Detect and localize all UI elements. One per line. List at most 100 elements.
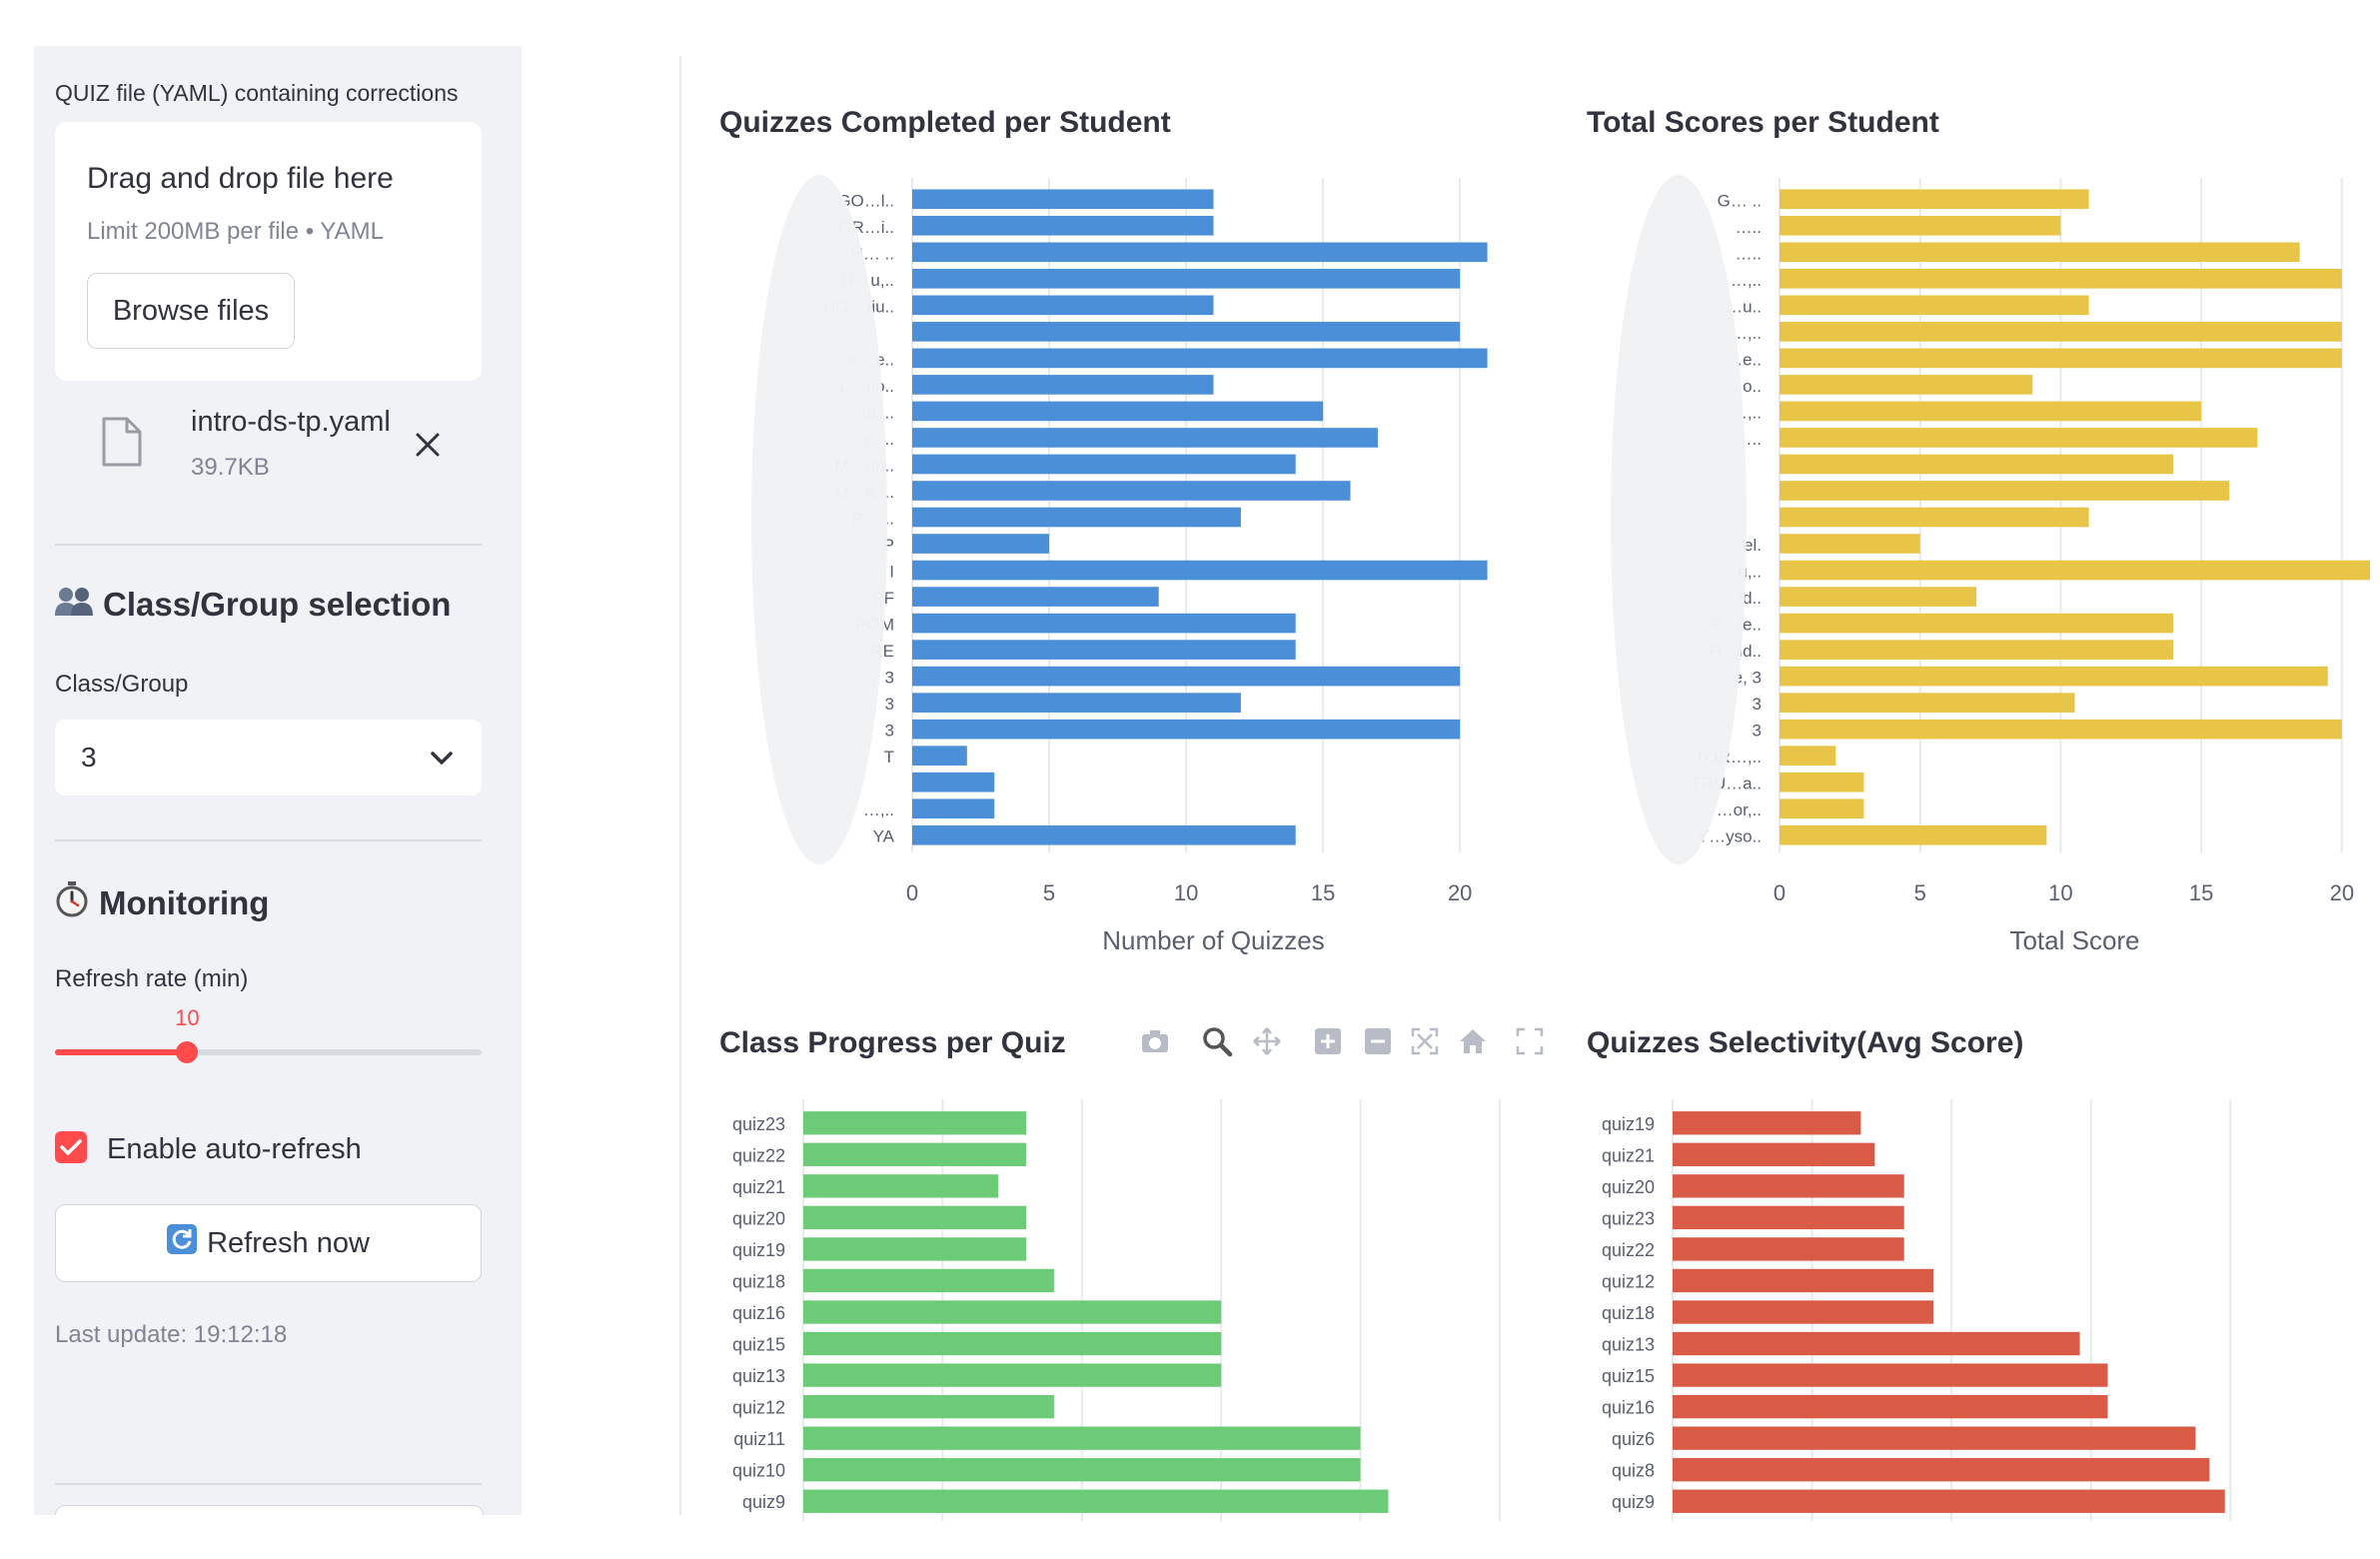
zoom-in-icon[interactable] xyxy=(1312,1025,1344,1062)
chart-title-selectivity: Quizzes Selectivity(Avg Score) xyxy=(1587,1026,2024,1059)
category-label: quiz22 xyxy=(732,1145,785,1165)
bar xyxy=(1780,746,1836,766)
slider-value: 10 xyxy=(175,1005,200,1030)
category-label: quiz10 xyxy=(732,1461,785,1481)
chart-title-scores: Total Scores per Student xyxy=(1587,106,1939,139)
name-blur-mask xyxy=(751,175,887,864)
bar xyxy=(803,1205,1027,1230)
bar xyxy=(1780,613,2173,634)
x-tick-label: 15 xyxy=(1311,880,1335,905)
slider-fill xyxy=(55,1049,188,1055)
bar xyxy=(912,295,1214,316)
category-label: quiz16 xyxy=(1602,1398,1655,1418)
category-label: quiz9 xyxy=(1612,1492,1655,1512)
dropzone-title: Drag and drop file here xyxy=(87,162,394,195)
category-label: quiz16 xyxy=(732,1303,785,1323)
category-label: ….. xyxy=(1736,218,1762,237)
category-label: quiz19 xyxy=(732,1240,785,1260)
monitoring-heading: Monitoring xyxy=(55,881,269,925)
bar xyxy=(1673,1489,2225,1513)
refresh-rate-label: Refresh rate (min) xyxy=(55,965,249,992)
file-dropzone[interactable]: Drag and drop file here Limit 200MB per … xyxy=(55,122,482,381)
category-label: quiz23 xyxy=(1602,1208,1655,1228)
x-tick-label: 15 xyxy=(2189,880,2213,905)
category-label: quiz12 xyxy=(1602,1271,1655,1291)
pan-icon[interactable] xyxy=(1251,1025,1283,1062)
bar xyxy=(1673,1111,1861,1135)
refresh-now-button[interactable]: Refresh now xyxy=(55,1204,482,1282)
bar xyxy=(1673,1237,1904,1261)
category-label: quiz18 xyxy=(732,1271,785,1291)
stopwatch-icon xyxy=(55,881,89,925)
bar xyxy=(912,719,1461,740)
camera-icon[interactable] xyxy=(1139,1025,1171,1062)
category-label: quiz21 xyxy=(732,1177,785,1197)
autoscale-icon[interactable] xyxy=(1409,1025,1441,1062)
chart-selectivity: quiz19 quiz21 quiz20 quiz23 quiz22 quiz12 quiz… xyxy=(1602,1099,2232,1521)
bar xyxy=(1780,189,2089,210)
sidebar-divider xyxy=(55,839,482,841)
bar xyxy=(912,534,1050,554)
class-group-select[interactable]: 3 xyxy=(55,720,482,795)
uploaded-file-name: intro-ds-tp.yaml xyxy=(191,406,391,438)
bar xyxy=(912,613,1296,634)
bar xyxy=(1673,1458,2210,1482)
category-label: quiz21 xyxy=(1602,1145,1655,1165)
chart-progress: quiz23 quiz22 quiz21 quiz20 quiz19 quiz18 quiz… xyxy=(732,1099,1501,1521)
category-label: …or,.. xyxy=(1717,800,1762,819)
bar xyxy=(912,824,1296,845)
class-group-heading-text: Class/Group selection xyxy=(103,586,452,623)
refresh-rate-slider[interactable]: 10 xyxy=(55,1005,482,1085)
chart-scores: G… ..…..…..…,..…u..…,..…e..…o..…,..…..…e… xyxy=(1611,175,2370,955)
x-tick-label: 5 xyxy=(1914,880,1926,905)
category-label: G… .. xyxy=(1718,191,1762,210)
bar xyxy=(912,746,967,766)
bar xyxy=(912,507,1241,528)
fullscreen-icon[interactable] xyxy=(1514,1025,1546,1062)
category-label: 3 xyxy=(885,722,894,741)
slider-thumb[interactable] xyxy=(176,1041,199,1063)
sidebar-divider xyxy=(55,544,482,546)
bar xyxy=(803,1458,1361,1482)
class-group-heading: Class/Group selection xyxy=(55,586,451,624)
bar xyxy=(1780,798,1864,819)
bar xyxy=(1780,428,2258,448)
category-label: quiz15 xyxy=(732,1335,785,1355)
category-label: quiz18 xyxy=(1602,1303,1655,1323)
category-label: quiz22 xyxy=(1602,1240,1655,1260)
category-label: quiz15 xyxy=(1602,1366,1655,1386)
category-label: GO…l.. xyxy=(837,191,894,210)
category-label: 3 xyxy=(885,695,894,714)
category-label: Y…yso.. xyxy=(1698,827,1762,846)
remove-file-close-icon[interactable] xyxy=(413,430,443,465)
class-group-value: 3 xyxy=(81,742,97,773)
category-label: quiz12 xyxy=(732,1398,785,1418)
name-blur-mask xyxy=(1611,175,1747,864)
bar xyxy=(803,1111,1027,1135)
category-label: 3 xyxy=(885,669,894,688)
checkbox-checked-icon xyxy=(55,1131,87,1168)
bar xyxy=(803,1331,1222,1356)
bar xyxy=(1780,348,2342,369)
category-label: …,.. xyxy=(1731,271,1762,290)
category-label: quiz19 xyxy=(1602,1114,1655,1134)
people-icon xyxy=(55,586,93,624)
zoom-icon[interactable] xyxy=(1201,1025,1233,1062)
bar xyxy=(912,242,1488,263)
sidebar-divider xyxy=(55,1483,482,1485)
bar xyxy=(912,640,1296,660)
bar xyxy=(803,1237,1027,1261)
category-label: …,.. xyxy=(1731,324,1762,343)
bar xyxy=(803,1174,999,1198)
zoom-out-icon[interactable] xyxy=(1362,1025,1394,1062)
browse-files-button[interactable]: Browse files xyxy=(87,273,295,349)
category-label: …,.. xyxy=(863,800,894,819)
bar xyxy=(1673,1268,1934,1293)
auto-refresh-checkbox[interactable]: Enable auto-refresh xyxy=(55,1131,362,1168)
reset-axes-icon[interactable] xyxy=(1457,1025,1489,1062)
bar xyxy=(1780,295,2089,316)
bar xyxy=(912,587,1159,607)
bar xyxy=(912,560,1488,581)
chart-quizzes: GO…l..GR…i..H… ..H…u,..HO…riu..K…e..L…no… xyxy=(751,175,1488,955)
